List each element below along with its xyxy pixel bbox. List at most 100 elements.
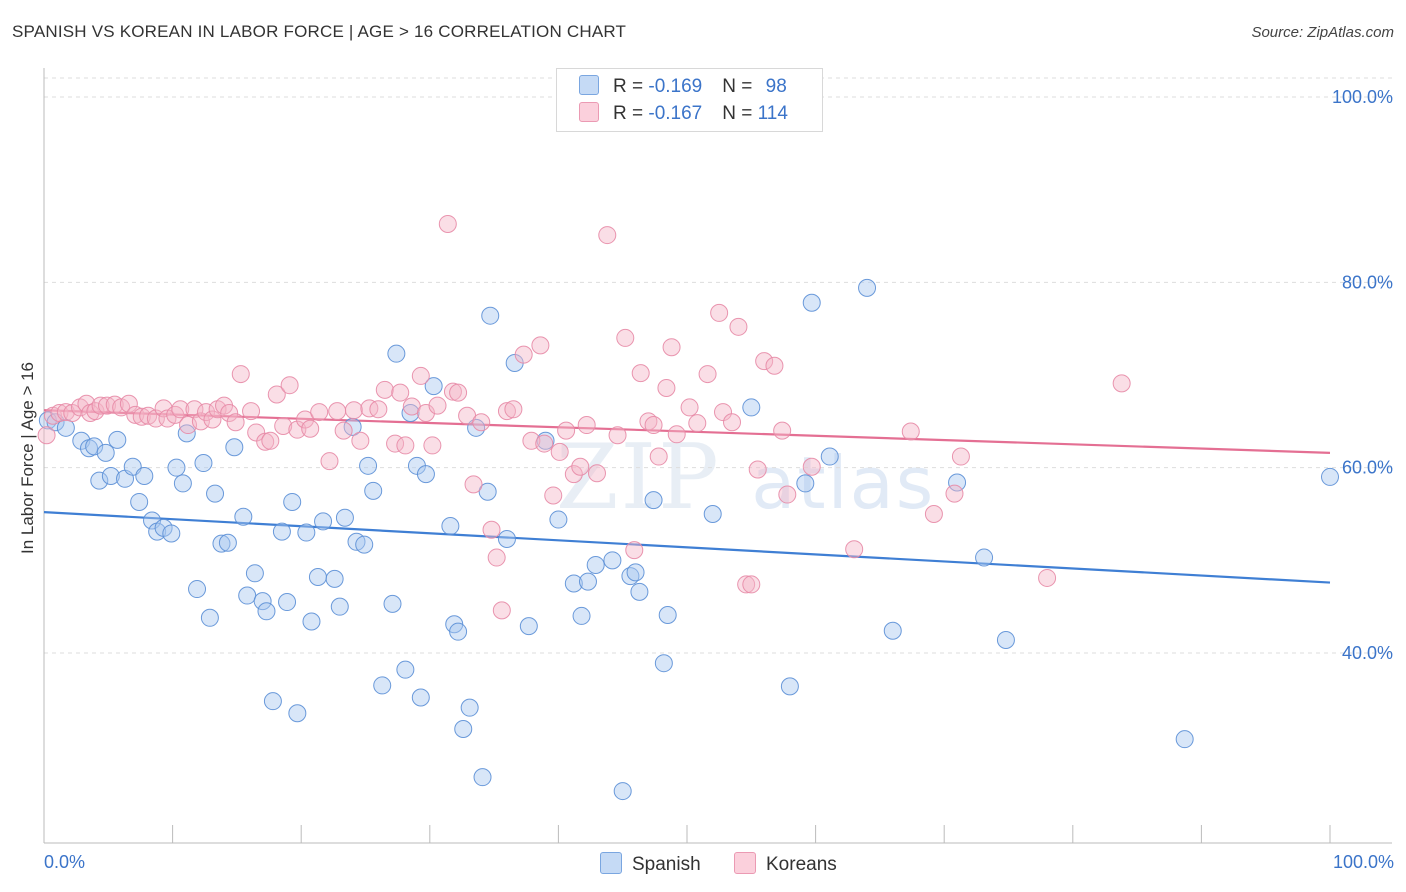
point-koreans xyxy=(657,378,676,397)
point-koreans xyxy=(587,464,606,483)
point-spanish xyxy=(56,418,75,437)
point-koreans xyxy=(723,413,742,432)
point-spanish xyxy=(519,617,538,636)
point-koreans xyxy=(301,419,320,438)
point-spanish xyxy=(460,698,479,717)
point-spanish xyxy=(883,621,902,640)
legend-n-label-koreans: N = xyxy=(722,103,758,124)
point-koreans xyxy=(482,520,501,539)
point-koreans xyxy=(449,383,468,402)
point-spanish xyxy=(234,507,253,526)
point-spanish xyxy=(441,517,460,536)
trend-line-spanish xyxy=(43,511,1331,584)
watermark: ZIP atlas xyxy=(556,425,935,530)
point-spanish xyxy=(626,563,645,582)
point-spanish xyxy=(578,572,597,591)
point-koreans xyxy=(132,407,151,426)
point-spanish xyxy=(586,555,605,574)
point-spanish xyxy=(1175,730,1194,749)
point-spanish xyxy=(613,782,632,801)
point-koreans xyxy=(166,405,185,424)
point-koreans xyxy=(267,385,286,404)
point-spanish xyxy=(742,398,761,417)
point-spanish xyxy=(416,465,435,484)
point-koreans xyxy=(667,425,686,444)
point-spanish xyxy=(424,377,443,396)
point-koreans xyxy=(662,338,681,357)
point-spanish xyxy=(454,719,473,738)
bottom-legend-swatch-spanish xyxy=(600,852,622,874)
point-spanish xyxy=(212,534,231,553)
point-koreans xyxy=(396,436,415,455)
point-spanish xyxy=(335,508,354,527)
point-koreans xyxy=(344,401,363,420)
point-koreans xyxy=(625,541,644,560)
point-spanish xyxy=(564,574,583,593)
point-spanish xyxy=(101,467,120,486)
point-spanish xyxy=(411,688,430,707)
point-spanish xyxy=(796,474,815,493)
point-koreans xyxy=(231,365,250,384)
point-spanish xyxy=(325,569,344,588)
legend-r-value-koreans: -0.167 xyxy=(648,103,703,124)
point-spanish xyxy=(449,622,468,641)
point-koreans xyxy=(571,457,590,476)
point-spanish xyxy=(225,438,244,457)
point-koreans xyxy=(742,575,761,594)
y-tick-label: 60.0% xyxy=(1342,458,1393,478)
legend-swatch-spanish xyxy=(579,75,599,95)
point-koreans xyxy=(56,403,75,422)
point-koreans xyxy=(1038,568,1057,587)
point-koreans xyxy=(428,396,447,415)
point-koreans xyxy=(680,398,699,417)
point-koreans xyxy=(261,431,280,450)
point-spanish xyxy=(654,654,673,673)
point-spanish xyxy=(288,704,307,723)
point-koreans xyxy=(37,426,56,445)
point-spanish xyxy=(257,602,276,621)
point-spanish xyxy=(85,437,104,456)
bottom-legend-swatch-koreans xyxy=(734,852,756,874)
point-koreans xyxy=(688,414,707,433)
point-spanish xyxy=(572,606,591,625)
point-koreans xyxy=(710,303,729,322)
point-koreans xyxy=(50,403,69,422)
x-tick-label-max: 100.0% xyxy=(1332,852,1394,872)
y-tick-label: 100.0% xyxy=(1332,87,1393,107)
point-koreans xyxy=(644,416,663,435)
point-koreans xyxy=(497,402,516,421)
point-spanish xyxy=(297,523,316,542)
point-koreans xyxy=(310,403,329,422)
point-koreans xyxy=(247,423,266,442)
point-spanish xyxy=(278,593,297,612)
point-koreans xyxy=(369,400,388,419)
point-koreans xyxy=(802,457,821,476)
legend-r-value-spanish: -0.169 xyxy=(648,76,703,97)
point-spanish xyxy=(948,473,967,492)
bottom-legend-spanish: Spanish xyxy=(600,852,701,876)
point-koreans xyxy=(698,365,717,384)
point-koreans xyxy=(191,412,210,431)
point-koreans xyxy=(126,405,145,424)
trend-line-koreans xyxy=(43,409,1331,454)
point-spanish xyxy=(975,548,994,567)
correlation-legend: R = -0.169 N = 98 R = -0.167 N = 114 xyxy=(556,68,823,132)
point-koreans xyxy=(531,336,550,355)
legend-r-label-koreans: R = xyxy=(613,103,649,124)
point-koreans xyxy=(598,226,617,245)
point-spanish xyxy=(167,458,186,477)
point-koreans xyxy=(778,485,797,504)
y-tick-label: 40.0% xyxy=(1342,643,1393,663)
grid-lines xyxy=(44,77,1392,654)
point-koreans xyxy=(288,420,307,439)
point-spanish xyxy=(396,660,415,679)
y-axis-label: In Labor Force | Age > 16 xyxy=(18,361,37,555)
point-koreans xyxy=(464,475,483,494)
x-tick-label-min: 0.0% xyxy=(44,852,86,872)
point-koreans xyxy=(256,432,275,451)
point-spanish xyxy=(401,403,420,422)
point-koreans xyxy=(226,413,245,432)
point-koreans xyxy=(773,421,792,440)
point-spanish xyxy=(218,533,237,552)
point-koreans xyxy=(492,601,511,620)
